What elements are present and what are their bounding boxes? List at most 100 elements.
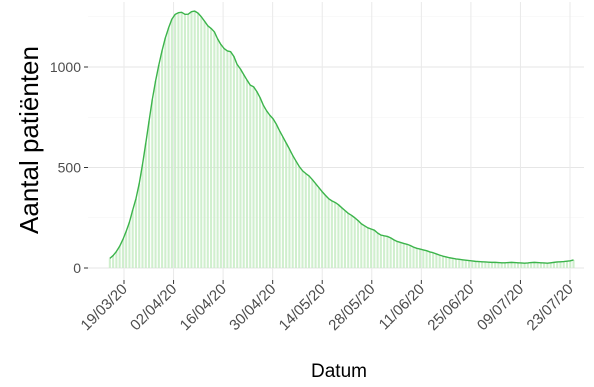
bar bbox=[392, 239, 395, 268]
bar bbox=[419, 249, 422, 268]
bar bbox=[206, 25, 209, 268]
bar bbox=[402, 243, 405, 268]
bar bbox=[445, 256, 448, 268]
bar bbox=[213, 31, 216, 268]
bar bbox=[356, 220, 360, 268]
bar bbox=[161, 50, 164, 268]
bar bbox=[118, 246, 121, 268]
bar bbox=[141, 164, 144, 268]
bar bbox=[363, 225, 366, 268]
bar bbox=[347, 213, 350, 268]
bar bbox=[314, 183, 317, 268]
bar bbox=[474, 261, 477, 268]
bar bbox=[324, 195, 327, 268]
bar bbox=[513, 262, 516, 268]
x-tick-label: 30/04/20 bbox=[226, 281, 279, 334]
bar bbox=[291, 155, 294, 268]
bar bbox=[219, 44, 222, 268]
bar bbox=[298, 166, 301, 268]
bar bbox=[461, 259, 464, 268]
bar bbox=[477, 261, 480, 268]
bar bbox=[353, 217, 356, 268]
bar bbox=[484, 261, 487, 268]
bar bbox=[177, 12, 180, 269]
grid-layer bbox=[88, 2, 584, 280]
bar bbox=[500, 262, 503, 268]
series-line bbox=[109, 10, 574, 264]
bar bbox=[409, 245, 412, 268]
bar bbox=[425, 250, 428, 268]
bar bbox=[242, 74, 245, 268]
bar bbox=[435, 253, 438, 268]
y-tick-label: 0 bbox=[73, 260, 81, 276]
bar bbox=[490, 262, 493, 268]
bar bbox=[422, 249, 425, 268]
line-layer bbox=[109, 10, 574, 264]
bar bbox=[304, 173, 307, 268]
x-tick-label: 11/06/20 bbox=[376, 281, 429, 334]
bar bbox=[412, 247, 415, 268]
bar bbox=[321, 191, 324, 268]
x-tick-label: 14/05/20 bbox=[276, 281, 329, 334]
bar bbox=[216, 38, 219, 268]
x-tick-label: 16/04/20 bbox=[177, 281, 230, 334]
bar bbox=[405, 244, 409, 268]
bar bbox=[180, 12, 183, 268]
bar bbox=[451, 258, 454, 268]
bar bbox=[562, 261, 565, 268]
bar bbox=[399, 242, 402, 268]
bar bbox=[536, 262, 539, 268]
bar bbox=[396, 241, 399, 268]
bar bbox=[301, 170, 304, 268]
bar bbox=[366, 227, 369, 268]
bar bbox=[497, 262, 500, 268]
bar bbox=[223, 48, 226, 269]
bar bbox=[317, 187, 320, 268]
bar bbox=[340, 207, 343, 268]
x-tick-label: 28/05/20 bbox=[325, 281, 378, 334]
bar bbox=[543, 262, 546, 268]
bar bbox=[386, 236, 389, 268]
bar bbox=[523, 263, 526, 268]
bar bbox=[157, 64, 160, 269]
bar bbox=[546, 263, 549, 268]
bar bbox=[183, 14, 186, 269]
bar bbox=[154, 81, 157, 268]
x-tick-label: 02/04/20 bbox=[127, 281, 180, 334]
bar bbox=[262, 105, 265, 268]
bar bbox=[125, 231, 128, 268]
bar bbox=[330, 200, 333, 268]
bar bbox=[193, 11, 196, 269]
bar bbox=[236, 64, 239, 268]
bar bbox=[128, 222, 131, 268]
bar bbox=[138, 183, 141, 268]
bar bbox=[115, 251, 118, 268]
bar bbox=[350, 215, 353, 268]
bar bbox=[415, 248, 418, 268]
bar bbox=[487, 262, 490, 268]
bar bbox=[360, 223, 363, 268]
bar bbox=[549, 262, 552, 268]
bar bbox=[190, 11, 193, 268]
bar bbox=[370, 229, 373, 268]
bar bbox=[520, 262, 523, 268]
bar bbox=[278, 130, 281, 268]
bar bbox=[200, 16, 203, 268]
bar bbox=[112, 255, 115, 268]
bar bbox=[272, 118, 275, 268]
bar bbox=[552, 262, 555, 268]
bar bbox=[533, 262, 536, 268]
bar bbox=[131, 210, 134, 268]
x-axis-label: Datum bbox=[311, 361, 367, 382]
bar bbox=[448, 257, 451, 268]
bar bbox=[311, 179, 314, 268]
bar bbox=[121, 239, 124, 268]
bar bbox=[275, 124, 278, 268]
bar bbox=[232, 56, 235, 268]
bar bbox=[383, 235, 386, 268]
bar bbox=[268, 115, 271, 269]
bar bbox=[259, 97, 262, 268]
x-tick-label: 23/07/20 bbox=[524, 281, 577, 334]
bar bbox=[144, 143, 147, 268]
